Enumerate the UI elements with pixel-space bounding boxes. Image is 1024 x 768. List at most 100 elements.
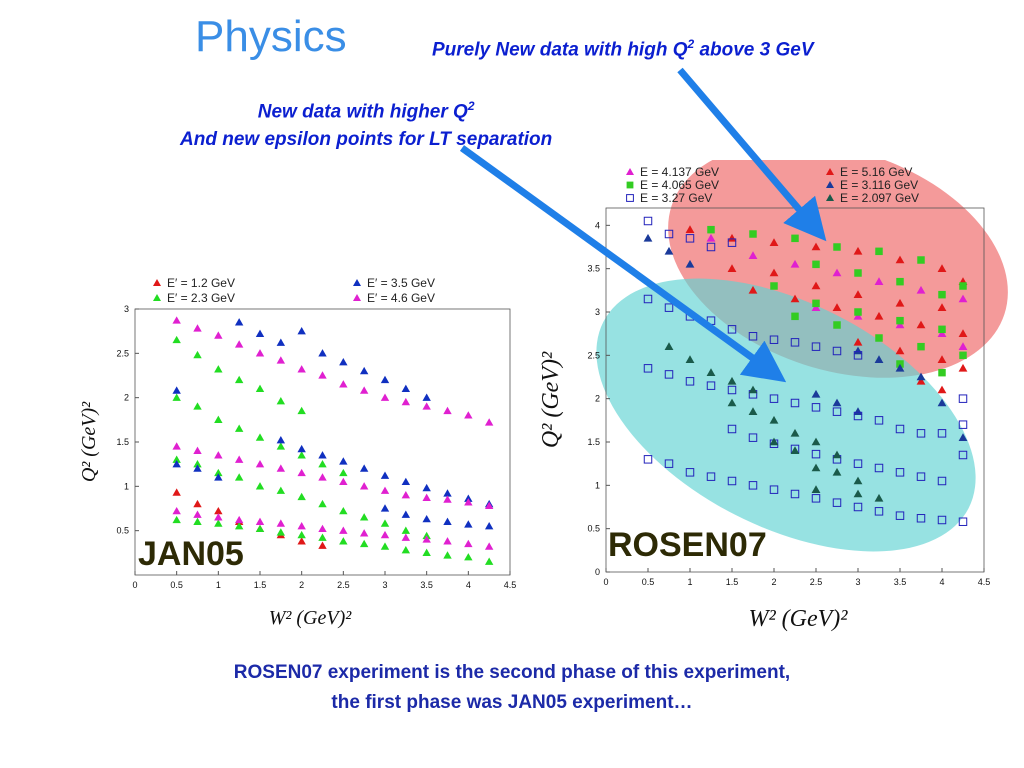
rosen07-point-s4: [727, 476, 737, 486]
jan05-point-s3: [484, 501, 494, 509]
rosen07-point-s5: [832, 450, 842, 459]
rosen07-xtick-label: 3.5: [894, 577, 907, 587]
rosen07-point-s2: [917, 342, 925, 351]
rosen07-xtick-label: 2.5: [810, 577, 823, 587]
jan05-point-s2: [401, 477, 411, 486]
rosen07-point-s4: [706, 472, 716, 481]
rosen07-point-s5: [748, 407, 758, 415]
jan05-point-s3: [255, 349, 265, 357]
jan05-xtick-label: 2: [299, 580, 304, 590]
rosen07-legend-label-4: E = 3.27 GeV: [640, 191, 712, 205]
jan05-point-s2: [297, 326, 306, 335]
rosen07-point-s1: [895, 298, 905, 307]
rosen07-point-s3: [643, 233, 653, 242]
jan05-point-s2: [339, 457, 348, 465]
jan05-point-s1: [339, 506, 348, 515]
rosen07-tag: ROSEN07: [608, 526, 767, 564]
jan05-point-s3: [234, 340, 244, 348]
jan05-point-s2: [339, 358, 348, 366]
jan05-point-s1: [297, 492, 306, 501]
rosen07-point-s1: [853, 337, 863, 346]
jan05-point-s1: [234, 375, 244, 384]
jan05-point-s3: [380, 393, 390, 401]
rosen07-xtick-label: 4.5: [978, 577, 991, 587]
rosen07-point-s1: [811, 242, 821, 251]
rosen07-point-s5: [853, 476, 863, 485]
jan05-point-s1: [193, 350, 202, 359]
rosen07-point-s4: [832, 498, 842, 507]
rosen07-point-s2: [812, 260, 820, 269]
rosen07-xtick-label: 1: [687, 577, 692, 587]
rosen07-point-s4: [664, 370, 674, 379]
rosen07-point-s4: [706, 242, 716, 252]
callout-high-q2: Purely New data with high Q2 above 3 GeV: [432, 37, 814, 61]
rosen07-point-s0: [832, 268, 842, 277]
rosen07-point-s2: [791, 312, 799, 321]
rosen07-point-s2: [959, 282, 967, 290]
jan05-point-s1: [380, 542, 390, 550]
rosen07-point-s5: [685, 355, 695, 363]
jan05-point-s3: [297, 522, 306, 530]
jan05-point-s3: [193, 446, 202, 455]
rosen07-legend-marker-3: [826, 181, 834, 188]
rosen07-point-s3: [874, 355, 884, 363]
rosen07-point-s4: [748, 433, 758, 442]
rosen07-point-s2: [749, 230, 757, 238]
rosen07-point-s3: [685, 259, 695, 268]
rosen07-point-s0: [937, 329, 947, 337]
rosen07-point-s4: [685, 234, 695, 243]
jan05-point-s2: [172, 459, 181, 468]
jan05-point-s1: [193, 459, 202, 468]
rosen07-point-s0: [958, 294, 968, 303]
rosen07-point-s4: [664, 303, 674, 312]
rosen07-epsilon-highlight: [596, 278, 976, 552]
rosen07-point-s5: [748, 385, 758, 394]
jan05-point-s3: [443, 537, 452, 545]
jan05-point-s3: [359, 482, 369, 490]
rosen07-point-s0: [958, 342, 968, 350]
rosen07-point-s4: [832, 346, 842, 356]
rosen07-point-s4: [937, 476, 947, 486]
jan05-point-s3: [422, 402, 431, 410]
rosen07-ytick-label: 1: [595, 480, 600, 490]
rosen07-point-s5: [769, 415, 779, 424]
jan05-point-s1: [172, 393, 181, 401]
rosen07-point-s4: [748, 332, 758, 341]
rosen07-point-s5: [727, 376, 737, 385]
arrow-to-high-q2: [677, 67, 827, 242]
rosen07-point-s4: [958, 517, 968, 526]
jan05-point-s0: [172, 488, 181, 496]
rosen07-point-s4: [853, 502, 863, 512]
jan05-point-s1: [464, 553, 473, 561]
slide-title: Physics: [195, 12, 347, 61]
jan05-point-s3: [297, 468, 306, 477]
rosen07-point-s4: [727, 325, 737, 334]
rosen07-ytick-label: 1.5: [587, 437, 600, 447]
rosen07-point-s2: [959, 351, 967, 360]
rosen07-point-s4: [706, 381, 716, 390]
rosen07-point-s0: [706, 233, 716, 242]
rosen07-point-s2: [854, 269, 862, 277]
callout-new-data: New data with higher Q2 And new epsilon …: [180, 92, 552, 154]
rosen07-point-s2: [812, 299, 820, 308]
rosen07-point-s4: [727, 385, 737, 395]
jan05-point-s2: [380, 504, 390, 512]
jan05-point-s3: [359, 386, 369, 394]
jan05-point-s3: [401, 491, 411, 499]
rosen07-point-s1: [832, 303, 842, 311]
rosen07-point-s5: [832, 467, 842, 476]
jan05-point-s2: [380, 375, 390, 384]
rosen07-point-s3: [832, 398, 842, 407]
callout-new-data-line1: New data with higher Q2: [180, 92, 552, 126]
jan05-point-s3: [276, 356, 286, 364]
jan05-point-s3: [339, 380, 348, 388]
jan05-point-s3: [464, 539, 473, 548]
rosen07-legend-marker-1: [826, 168, 834, 175]
jan05-point-s1: [234, 473, 244, 481]
rosen07-point-s3: [958, 433, 968, 441]
rosen07-points: [643, 216, 968, 526]
jan05-point-s2: [443, 517, 452, 525]
jan05-xtick-label: 3: [382, 580, 387, 590]
jan05-point-s1: [172, 335, 181, 344]
jan05-point-s3: [443, 495, 452, 503]
